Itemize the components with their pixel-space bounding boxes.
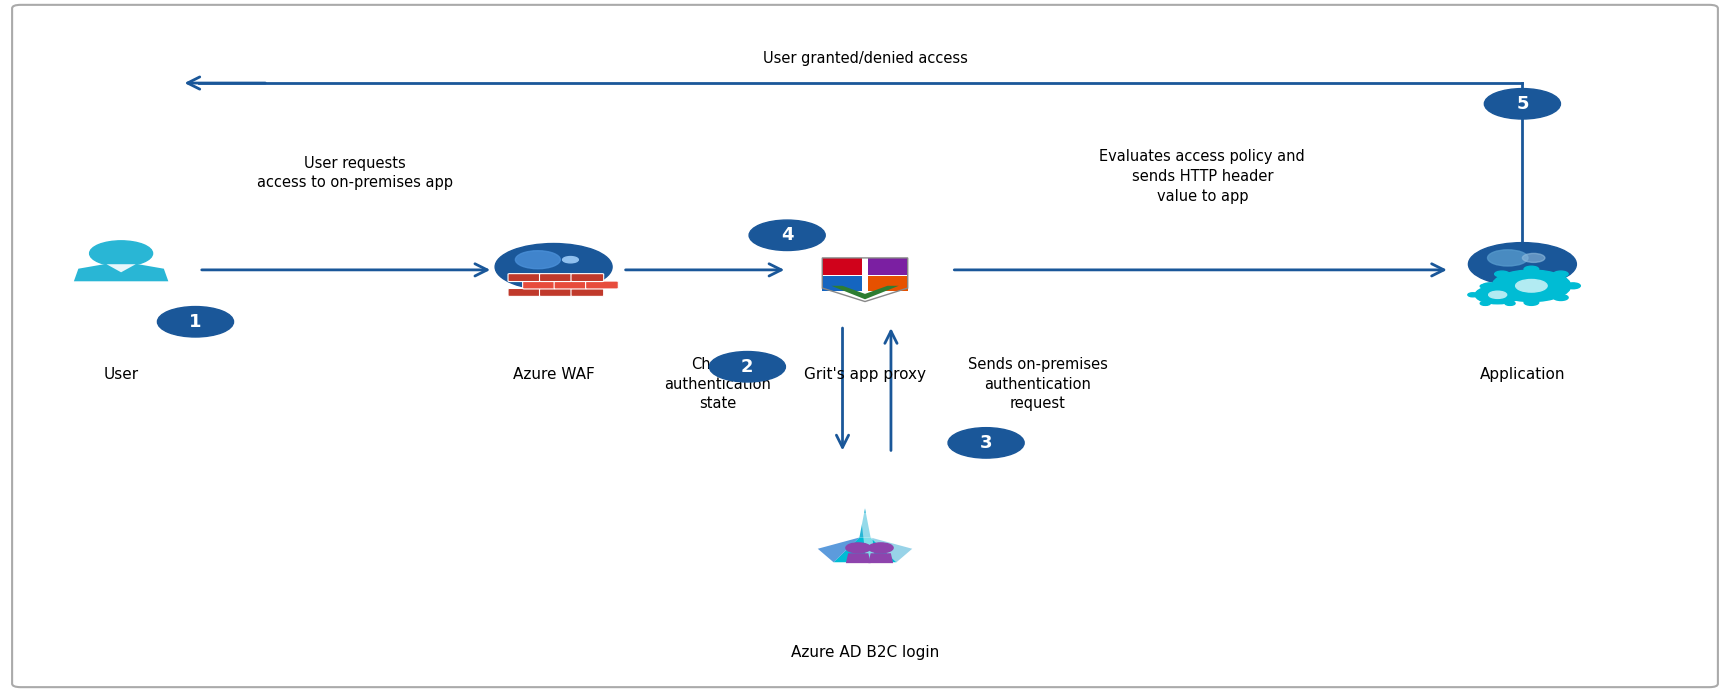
FancyBboxPatch shape (554, 281, 586, 289)
FancyBboxPatch shape (571, 273, 604, 282)
Polygon shape (822, 258, 862, 275)
Polygon shape (868, 554, 893, 563)
Circle shape (1495, 271, 1509, 277)
FancyBboxPatch shape (571, 289, 604, 296)
FancyBboxPatch shape (509, 273, 541, 282)
Circle shape (1517, 293, 1528, 297)
Circle shape (1495, 295, 1509, 300)
Polygon shape (107, 264, 135, 273)
Circle shape (709, 352, 785, 382)
Circle shape (1505, 284, 1515, 289)
Text: Grit's app proxy: Grit's app proxy (804, 367, 926, 382)
Text: Evaluates access policy and
sends HTTP header
value to app: Evaluates access policy and sends HTTP h… (1100, 149, 1304, 203)
Circle shape (1481, 284, 1490, 289)
Circle shape (1554, 295, 1567, 300)
Circle shape (749, 220, 825, 251)
Circle shape (1515, 280, 1547, 292)
FancyBboxPatch shape (585, 281, 618, 289)
Circle shape (1554, 271, 1567, 277)
Circle shape (495, 244, 612, 291)
Text: 2: 2 (740, 358, 754, 376)
Text: Azure AD B2C login: Azure AD B2C login (791, 645, 939, 660)
Circle shape (1491, 270, 1571, 302)
Text: 4: 4 (780, 226, 794, 244)
Polygon shape (846, 554, 870, 563)
Polygon shape (860, 513, 875, 561)
Circle shape (1484, 89, 1560, 119)
Circle shape (1524, 266, 1538, 272)
Polygon shape (832, 286, 900, 300)
Text: 1: 1 (189, 313, 202, 331)
Circle shape (1467, 293, 1477, 297)
Polygon shape (834, 538, 896, 562)
Polygon shape (868, 258, 908, 275)
Text: User requests
access to on-premises app: User requests access to on-premises app (256, 156, 453, 190)
Circle shape (846, 543, 870, 553)
Circle shape (1481, 301, 1490, 305)
FancyBboxPatch shape (540, 289, 573, 296)
Circle shape (1566, 283, 1579, 289)
Text: Azure WAF: Azure WAF (512, 367, 595, 382)
Circle shape (1488, 250, 1528, 266)
Circle shape (1524, 300, 1538, 305)
Text: 3: 3 (979, 434, 993, 452)
Text: Checks
authentication
state: Checks authentication state (664, 357, 772, 411)
Circle shape (157, 307, 234, 337)
Polygon shape (818, 538, 860, 562)
Text: Sends on-premises
authentication
request: Sends on-premises authentication request (969, 357, 1107, 411)
Circle shape (1483, 283, 1496, 289)
Circle shape (1505, 301, 1515, 305)
Circle shape (868, 543, 893, 553)
Circle shape (562, 257, 578, 263)
Polygon shape (868, 276, 908, 291)
Text: User: User (104, 367, 138, 382)
Polygon shape (870, 538, 912, 562)
Circle shape (1522, 253, 1545, 262)
Text: User granted/denied access: User granted/denied access (763, 51, 967, 66)
Text: 5: 5 (1515, 95, 1529, 113)
FancyBboxPatch shape (540, 273, 573, 282)
Circle shape (516, 251, 561, 268)
Polygon shape (74, 264, 168, 282)
Circle shape (90, 241, 152, 266)
FancyBboxPatch shape (12, 5, 1718, 687)
Circle shape (1469, 243, 1576, 286)
Polygon shape (822, 276, 862, 291)
Circle shape (1488, 291, 1507, 298)
Circle shape (1476, 286, 1521, 304)
FancyBboxPatch shape (509, 289, 541, 296)
FancyBboxPatch shape (522, 281, 555, 289)
Polygon shape (860, 508, 870, 538)
Text: Application: Application (1479, 367, 1566, 382)
Circle shape (948, 428, 1024, 458)
